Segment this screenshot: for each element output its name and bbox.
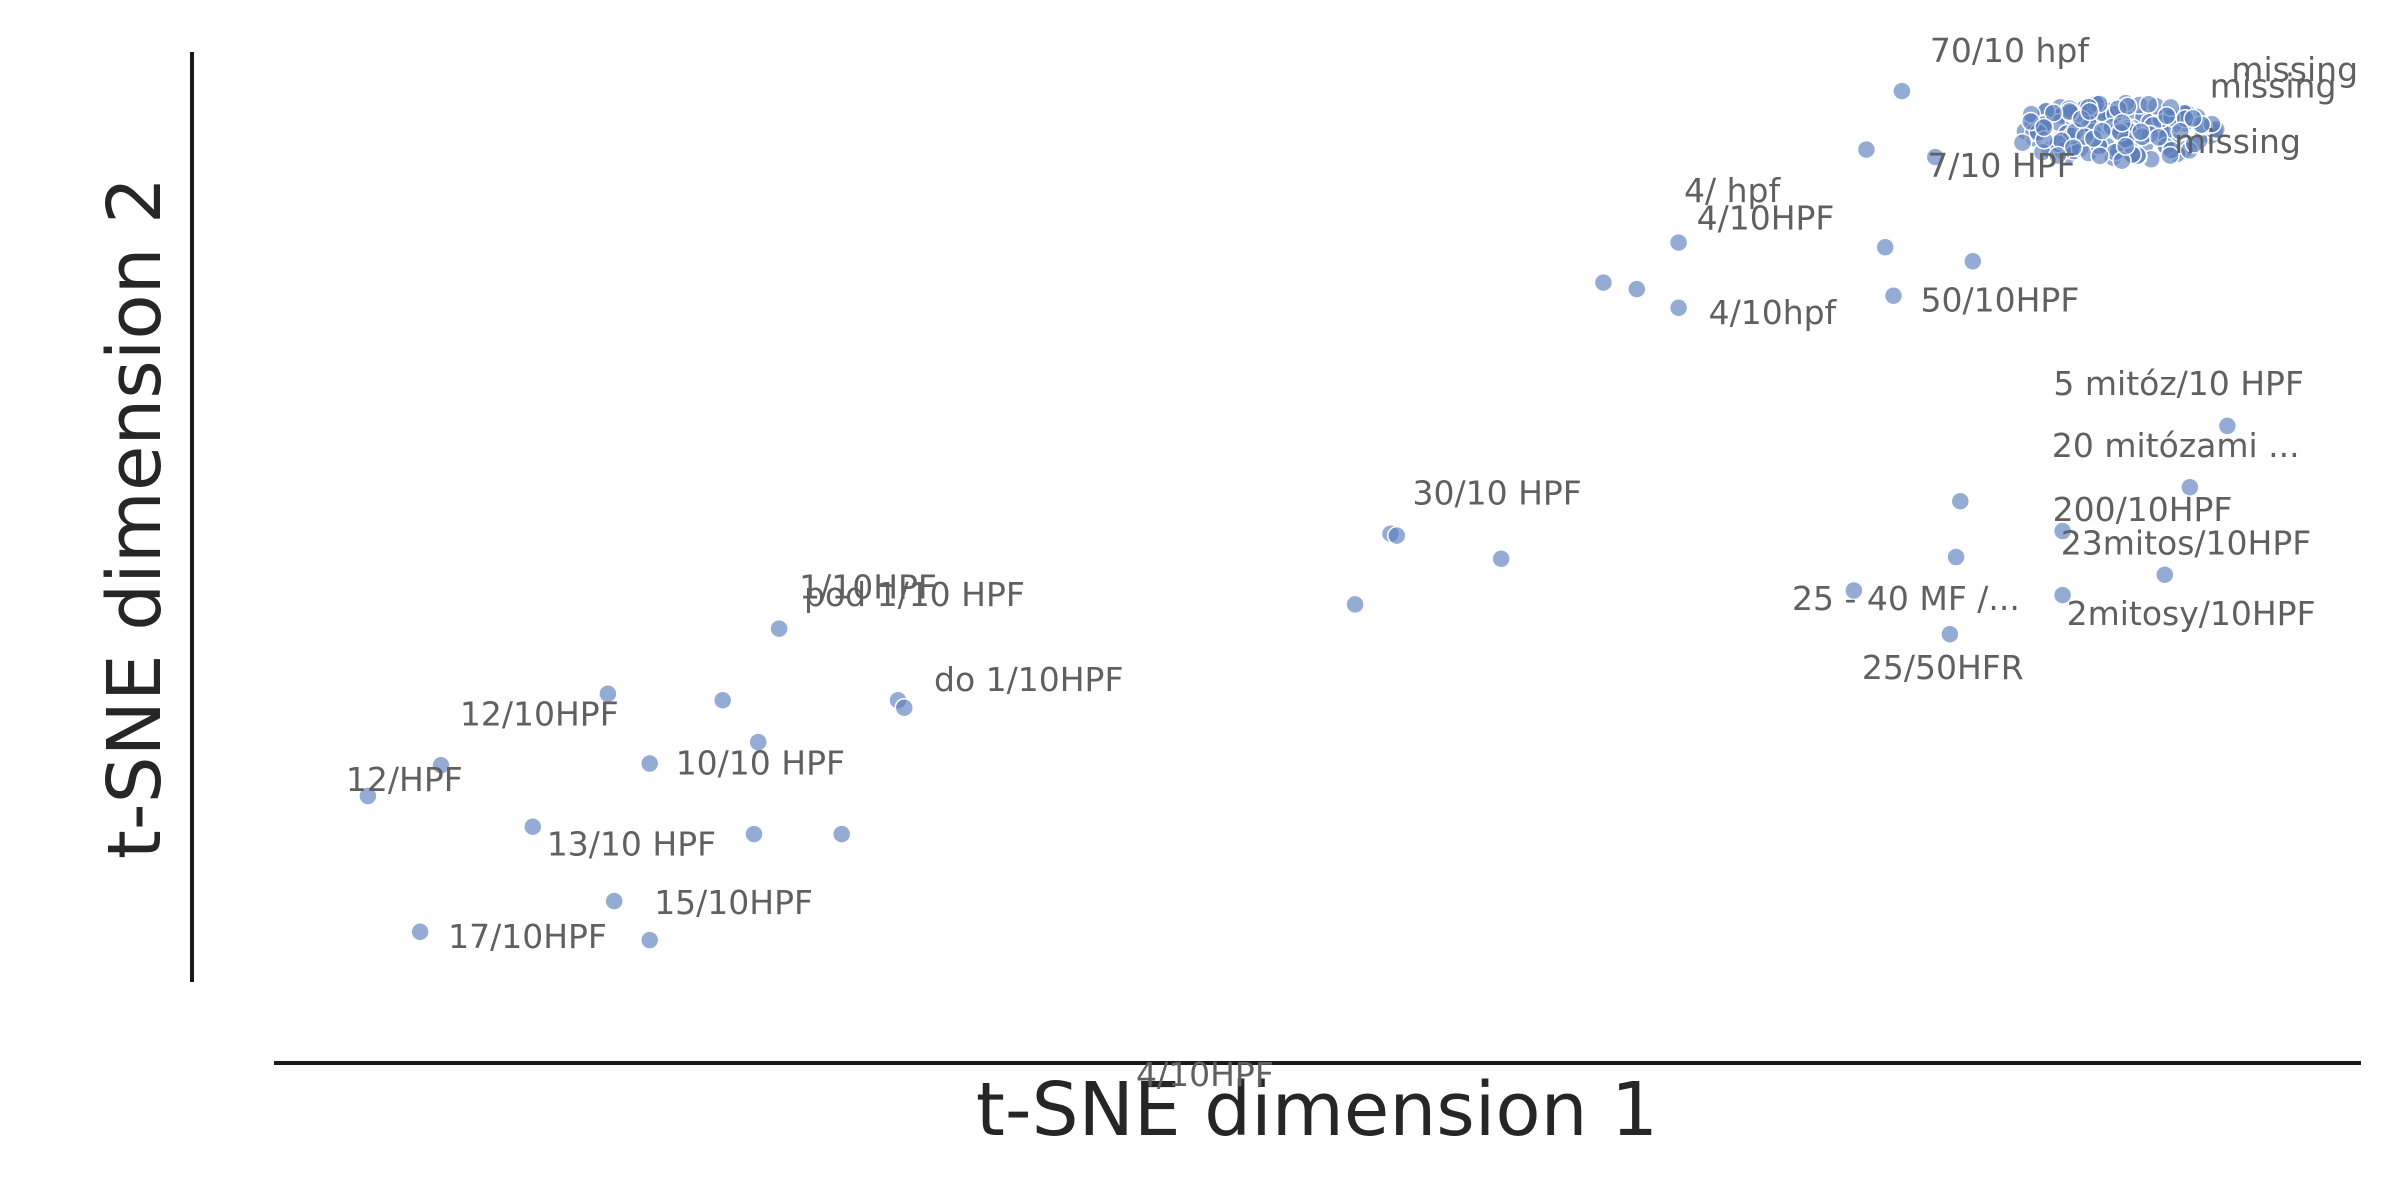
cluster-point	[2112, 113, 2132, 133]
data-point	[1940, 624, 1960, 644]
cluster-point	[2170, 121, 2190, 142]
data-point	[2180, 477, 2200, 497]
cluster-point	[2160, 145, 2180, 166]
cluster-point	[2148, 127, 2169, 148]
data-point	[894, 697, 915, 718]
annotation-label: 4/ hpf	[1684, 171, 1781, 210]
annotation-label: pod 1/10 HPF	[804, 575, 1025, 614]
point-label: 25/50HFR	[1862, 648, 2024, 687]
data-point	[639, 753, 660, 774]
data-point	[523, 816, 543, 837]
data-point	[2092, 121, 2112, 141]
points-layer	[358, 81, 2238, 950]
data-point	[1668, 232, 1689, 253]
point-label: 4/10hpf	[1709, 293, 1838, 332]
data-point	[748, 732, 768, 752]
cluster-point	[2183, 108, 2203, 129]
point-label: 17/10HPF	[448, 917, 607, 956]
data-point	[1856, 139, 1877, 160]
point-label: 1/10HPF	[799, 568, 937, 607]
data-point	[769, 618, 789, 639]
data-point	[1875, 237, 1895, 258]
point-label: 10/10 HPF	[676, 744, 845, 783]
point-label: 5 mitóz/10 HPF	[2053, 364, 2304, 403]
point-label: 50/10HPF	[1921, 281, 2080, 320]
data-point	[358, 786, 378, 806]
cluster-point	[2115, 136, 2136, 156]
cluster-point	[2047, 145, 2068, 166]
data-point	[1963, 251, 1983, 272]
point-label: 30/10 HPF	[1413, 474, 1582, 513]
point-label: missing	[2231, 50, 2358, 89]
cluster-point	[2184, 134, 2204, 154]
point-label: 12/HPF	[346, 760, 463, 799]
data-point	[639, 930, 660, 950]
cluster-point	[2063, 137, 2084, 158]
data-point	[1668, 298, 1689, 318]
point-label: 23mitos/10HPF	[2061, 524, 2311, 563]
cluster-point	[2131, 121, 2151, 142]
data-point	[1892, 81, 1912, 101]
annotation-label: 25 - 40 MF /...	[1792, 579, 2020, 618]
cluster-point	[2043, 103, 2064, 123]
annotation-label: 4/10HPF	[1136, 1055, 1274, 1094]
point-label: 200/10HPF	[2053, 490, 2233, 529]
data-point	[410, 922, 430, 942]
data-point	[1387, 525, 1407, 546]
x-axis-title: t-SNE dimension 1	[976, 1067, 1658, 1153]
data-point	[744, 824, 764, 844]
point-label: missing	[2174, 122, 2301, 161]
data-point	[604, 891, 624, 911]
data-point	[1593, 272, 1614, 293]
cluster-point	[2138, 94, 2159, 115]
data-point	[1491, 549, 1511, 569]
y-axis-title: t-SNE dimension 2	[92, 177, 178, 859]
data-point	[2052, 521, 2073, 541]
point-label: 2mitosy/10HPF	[2067, 594, 2316, 633]
cluster-point	[2034, 117, 2054, 138]
cluster-point	[2090, 146, 2110, 166]
point-label: 7/10 HPF	[1927, 146, 2075, 185]
point-label: 12/10HPF	[460, 695, 619, 734]
data-point	[1946, 547, 1966, 567]
point-label: 15/10HPF	[654, 883, 813, 922]
data-point	[1883, 285, 1904, 306]
data-point	[1627, 279, 1647, 299]
point-label: 70/10 hpf	[1930, 31, 2090, 70]
cluster-point	[2156, 106, 2177, 126]
point-label: missing	[2210, 67, 2337, 106]
point-label: 4/10HPF	[1697, 199, 1835, 238]
cluster-point	[2012, 132, 2033, 153]
data-point	[2079, 101, 2100, 122]
data-point	[712, 690, 733, 710]
data-point	[2052, 585, 2073, 605]
data-point	[2217, 416, 2238, 436]
cluster-point	[2118, 96, 2138, 116]
labels-layer: 12/HPF 12/10HPF 10/10 HPF 1/10HPF do 1/10HPF…	[346, 31, 2358, 1094]
data-point	[1844, 580, 1864, 601]
data-point	[1925, 147, 1946, 167]
data-point	[1345, 594, 1365, 615]
data-point	[431, 755, 451, 776]
data-point	[598, 683, 618, 704]
data-point	[831, 824, 852, 844]
data-point	[1950, 491, 1971, 511]
data-point	[2155, 564, 2175, 585]
point-label: 20 mitózami ...	[2052, 426, 2300, 465]
point-label: 13/10 HPF	[547, 825, 716, 864]
point-label: do 1/10HPF	[934, 660, 1123, 699]
